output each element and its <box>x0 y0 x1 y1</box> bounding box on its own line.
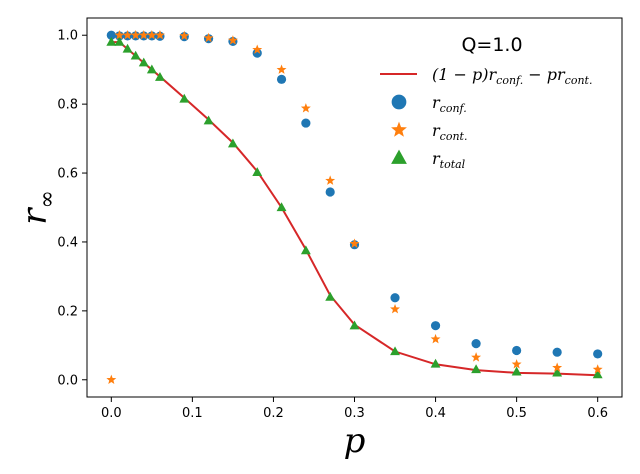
point-cont <box>155 30 165 40</box>
legend: Q=1.0 (1 − p)rconf. − prcont. rconf. rcont… <box>380 34 592 171</box>
legend-label-cont: rcont. <box>432 121 467 143</box>
x-tick-label: 0.1 <box>182 406 203 421</box>
x-tick-label: 0.3 <box>344 406 365 421</box>
point-total <box>349 320 360 330</box>
point-total <box>138 57 149 67</box>
point-conf <box>471 338 481 349</box>
point-total <box>276 202 287 212</box>
legend-item-total: rtotal <box>391 149 466 171</box>
point-total <box>592 369 603 379</box>
point-cont <box>592 364 603 374</box>
x-tick-label: 0.0 <box>101 406 122 421</box>
point-cont <box>390 303 400 314</box>
legend-title: Q=1.0 <box>461 34 522 56</box>
y-tick-label: 1.0 <box>57 29 78 44</box>
point-cont <box>114 30 125 40</box>
point-conf <box>512 345 522 356</box>
point-cont <box>138 30 149 40</box>
point-total <box>430 358 441 368</box>
point-cont <box>130 30 141 40</box>
axis-ticks: 0.0 0.1 0.2 0.3 0.4 0.5 0.6 0.0 0.2 0.4 0.6 0.8 1.0 <box>57 29 608 421</box>
point-cont <box>430 333 441 344</box>
point-total <box>179 93 190 103</box>
y-axis-label-sub: ∞ <box>35 190 60 208</box>
legend-triangle-swatch <box>391 149 407 164</box>
point-conf <box>106 30 116 40</box>
legend-circle-swatch <box>391 94 407 110</box>
point-cont <box>122 30 133 40</box>
point-total <box>130 50 141 60</box>
x-tick-label: 0.6 <box>587 406 608 421</box>
point-total <box>122 43 133 53</box>
point-conf <box>252 48 262 58</box>
x-tick-label: 0.5 <box>506 406 527 421</box>
point-cont <box>552 362 563 372</box>
point-conf <box>552 347 562 357</box>
legend-label-line: (1 − p)rconf. − prcont. <box>432 65 592 87</box>
point-cont <box>325 175 336 185</box>
point-total <box>252 167 263 176</box>
svg-text:r∞: r∞ <box>15 190 60 225</box>
point-total <box>155 72 165 81</box>
x-axis-label: p <box>344 421 366 461</box>
y-tick-label: 0.6 <box>57 167 78 182</box>
point-conf <box>325 187 335 197</box>
y-tick-label: 0.8 <box>57 98 78 113</box>
point-total <box>471 364 482 374</box>
point-total <box>106 36 117 46</box>
point-cont <box>276 64 287 74</box>
point-cont <box>227 35 238 45</box>
point-total <box>325 291 336 301</box>
legend-star-swatch <box>391 121 407 137</box>
point-conf <box>593 349 603 359</box>
point-cont <box>106 374 117 384</box>
point-cont <box>349 238 360 248</box>
legend-item-cont: rcont. <box>391 121 467 143</box>
point-cont <box>300 103 311 113</box>
series-total <box>106 36 603 379</box>
y-tick-label: 0.2 <box>57 304 78 319</box>
point-cont <box>252 44 263 54</box>
point-total <box>390 346 400 356</box>
y-tick-label: 0.0 <box>57 373 78 388</box>
point-conf <box>390 293 400 303</box>
point-total <box>511 366 522 376</box>
series-cont <box>106 30 603 384</box>
point-cont <box>179 30 190 41</box>
point-total <box>552 367 563 377</box>
plot-area <box>106 30 603 384</box>
point-total <box>114 36 125 46</box>
legend-label-total: rtotal <box>432 149 466 171</box>
point-cont <box>471 352 482 362</box>
point-total <box>227 138 238 148</box>
x-tick-label: 0.2 <box>263 406 284 421</box>
y-axis-label-main: r <box>15 207 55 225</box>
point-total <box>146 64 157 74</box>
point-total <box>300 245 311 255</box>
point-total <box>203 115 214 125</box>
x-tick-label: 0.4 <box>425 406 446 421</box>
point-cont <box>511 359 522 369</box>
legend-item-conf: rconf. <box>391 93 467 115</box>
legend-item-line: (1 − p)rconf. − prcont. <box>380 65 592 87</box>
legend-label-conf: rconf. <box>432 93 467 115</box>
point-cont <box>146 30 157 40</box>
point-conf <box>276 74 287 84</box>
y-axis-label: r∞ <box>15 190 60 225</box>
point-conf <box>430 321 441 331</box>
y-tick-label: 0.4 <box>57 235 78 250</box>
point-conf <box>301 118 311 128</box>
point-cont <box>203 32 214 43</box>
